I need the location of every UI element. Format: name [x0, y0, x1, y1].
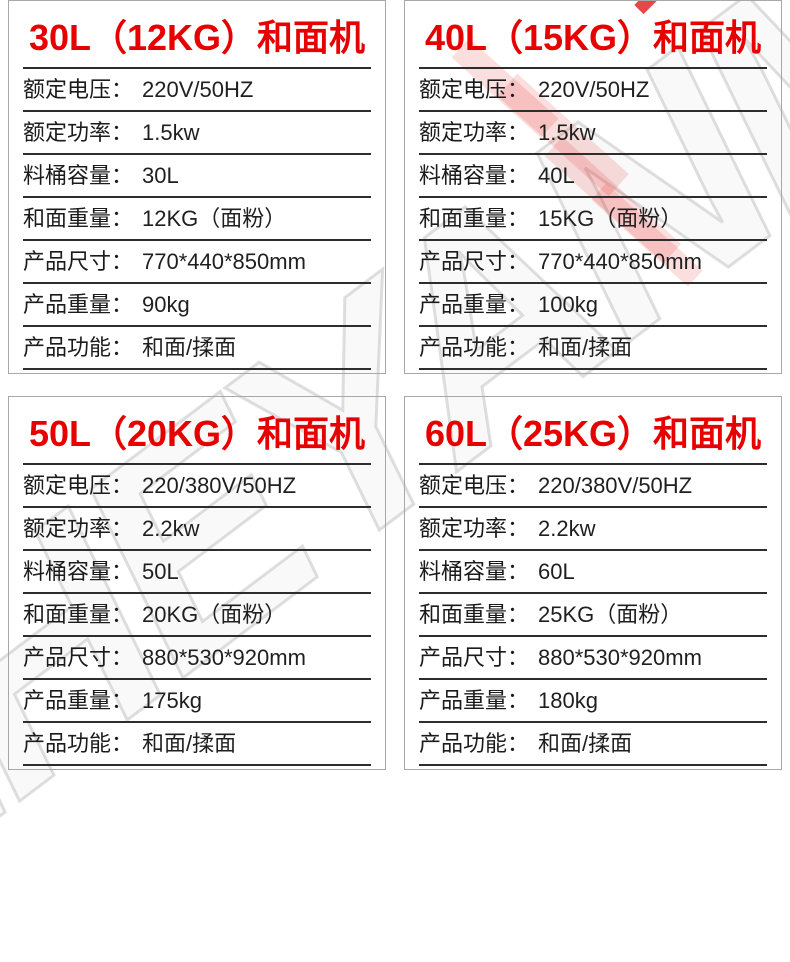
spec-row: 和面重量： 20KG（面粉） [23, 594, 371, 637]
spec-row: 额定电压： 220/380V/50HZ [419, 465, 767, 508]
spec-row: 产品尺寸： 880*530*920mm [419, 637, 767, 680]
row-value: 和面/揉面 [142, 335, 237, 360]
row-label: 额定电压： [419, 77, 530, 102]
row-label: 产品功能： [419, 335, 530, 360]
row-value: 220/380V/50HZ [142, 473, 297, 498]
row-label: 额定功率： [23, 120, 134, 145]
row-label: 料桶容量： [23, 559, 134, 584]
row-label: 额定电压： [23, 77, 134, 102]
row-label: 产品尺寸： [23, 645, 134, 670]
spec-row: 额定电压： 220V/50HZ [419, 69, 767, 112]
spec-panel-40l: 40L（15KG）和面机 额定电压： 220V/50HZ 额定功率： 1.5kw 料… [404, 0, 782, 374]
spec-row: 料桶容量： 50L [23, 551, 371, 594]
row-value: 100kg [538, 292, 598, 317]
row-value: 25KG（面粉） [538, 602, 683, 627]
row-value: 175kg [142, 688, 202, 713]
spec-row: 产品尺寸： 880*530*920mm [23, 637, 371, 680]
spec-row: 产品功能： 和面/揉面 [419, 327, 767, 370]
row-label: 和面重量： [419, 206, 530, 231]
row-label: 产品尺寸： [419, 249, 530, 274]
row-value: 880*530*920mm [142, 645, 306, 670]
row-value: 和面/揉面 [142, 731, 237, 756]
row-label: 料桶容量： [23, 163, 134, 188]
row-label: 产品重量： [419, 688, 530, 713]
spec-row: 额定功率： 2.2kw [23, 508, 371, 551]
spec-row: 料桶容量： 40L [419, 155, 767, 198]
row-label: 产品功能： [23, 335, 134, 360]
row-value: 30L [142, 163, 179, 188]
row-value: 12KG（面粉） [142, 206, 287, 231]
row-label: 产品重量： [23, 688, 134, 713]
row-label: 产品功能： [23, 731, 134, 756]
spec-row: 产品重量： 100kg [419, 284, 767, 327]
row-label: 额定电压： [23, 473, 134, 498]
row-value: 50L [142, 559, 179, 584]
spec-row: 和面重量： 25KG（面粉） [419, 594, 767, 637]
spec-row: 额定功率： 1.5kw [23, 112, 371, 155]
row-value: 770*440*850mm [142, 249, 306, 274]
spec-row: 产品重量： 90kg [23, 284, 371, 327]
row-label: 料桶容量： [419, 163, 530, 188]
row-label: 和面重量： [23, 602, 134, 627]
row-value: 60L [538, 559, 575, 584]
row-label: 产品尺寸： [419, 645, 530, 670]
spec-row: 产品重量： 175kg [23, 680, 371, 723]
spec-row: 产品功能： 和面/揉面 [419, 723, 767, 766]
row-label: 额定功率： [419, 516, 530, 541]
spec-row: 和面重量： 15KG（面粉） [419, 198, 767, 241]
spec-panel-50l: 50L（20KG）和面机 额定电压： 220/380V/50HZ 额定功率： 2.2… [8, 396, 386, 770]
row-value: 2.2kw [142, 516, 200, 541]
spec-panel-30l: 30L（12KG）和面机 额定电压： 220V/50HZ 额定功率： 1.5kw 料… [8, 0, 386, 374]
row-label: 料桶容量： [419, 559, 530, 584]
spec-row: 产品功能： 和面/揉面 [23, 723, 371, 766]
row-value: 15KG（面粉） [538, 206, 683, 231]
panel-title: 40L（15KG）和面机 [419, 9, 767, 69]
row-value: 770*440*850mm [538, 249, 702, 274]
panel-title: 50L（20KG）和面机 [23, 405, 371, 465]
row-value: 20KG（面粉） [142, 602, 287, 627]
spec-row: 料桶容量： 60L [419, 551, 767, 594]
row-label: 额定电压： [419, 473, 530, 498]
spec-row: 产品重量： 180kg [419, 680, 767, 723]
row-value: 2.2kw [538, 516, 596, 541]
row-value: 220/380V/50HZ [538, 473, 693, 498]
row-label: 额定功率： [419, 120, 530, 145]
row-value: 和面/揉面 [538, 731, 633, 756]
spec-row: 产品尺寸： 770*440*850mm [23, 241, 371, 284]
spec-row: 和面重量： 12KG（面粉） [23, 198, 371, 241]
row-value: 90kg [142, 292, 190, 317]
spec-row: 额定功率： 1.5kw [419, 112, 767, 155]
panel-title: 30L（12KG）和面机 [23, 9, 371, 69]
spec-panel-60l: 60L（25KG）和面机 额定电压： 220/380V/50HZ 额定功率： 2.2… [404, 396, 782, 770]
row-value: 1.5kw [142, 120, 200, 145]
spec-row: 产品尺寸： 770*440*850mm [419, 241, 767, 284]
row-value: 220V/50HZ [142, 77, 254, 102]
row-value: 880*530*920mm [538, 645, 702, 670]
row-label: 额定功率： [23, 516, 134, 541]
spec-panel-grid: 30L（12KG）和面机 额定电压： 220V/50HZ 额定功率： 1.5kw 料… [8, 0, 782, 770]
row-value: 1.5kw [538, 120, 596, 145]
spec-row: 料桶容量： 30L [23, 155, 371, 198]
row-label: 产品重量： [419, 292, 530, 317]
spec-row: 额定电压： 220/380V/50HZ [23, 465, 371, 508]
spec-row: 产品功能： 和面/揉面 [23, 327, 371, 370]
panel-title: 60L（25KG）和面机 [419, 405, 767, 465]
spec-row: 额定功率： 2.2kw [419, 508, 767, 551]
spec-row: 额定电压： 220V/50HZ [23, 69, 371, 112]
row-label: 和面重量： [419, 602, 530, 627]
row-value: 220V/50HZ [538, 77, 650, 102]
row-value: 180kg [538, 688, 598, 713]
row-label: 产品尺寸： [23, 249, 134, 274]
row-value: 40L [538, 163, 575, 188]
row-value: 和面/揉面 [538, 335, 633, 360]
row-label: 和面重量： [23, 206, 134, 231]
row-label: 产品功能： [419, 731, 530, 756]
row-label: 产品重量： [23, 292, 134, 317]
